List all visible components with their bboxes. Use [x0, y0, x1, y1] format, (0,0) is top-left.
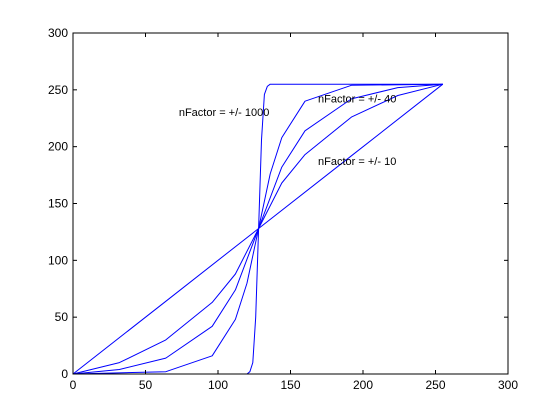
x-tick-label: 200	[353, 378, 373, 392]
annotation-layer: nFactor = +/- 1000 nFactor = +/- 40 nFacto…	[179, 93, 396, 168]
y-tick-label: 250	[48, 83, 68, 97]
annotation-label: nFactor = +/- 1000	[179, 107, 270, 119]
annotation-label: nFactor = +/- 40	[318, 93, 396, 105]
annotation-label: nFactor = +/- 10	[318, 156, 396, 168]
x-tick-label: 0	[70, 378, 77, 392]
series-line-5	[73, 83, 443, 375]
y-tick-label: 300	[48, 26, 68, 40]
y-tick-label: 50	[55, 310, 69, 324]
x-tick-label: 100	[208, 378, 228, 392]
x-tick-label: 250	[425, 378, 445, 392]
y-tick-label: 150	[48, 197, 68, 211]
y-tick-label: 100	[48, 253, 68, 267]
y-tick-label: 0	[61, 367, 68, 381]
x-tick-label: 300	[498, 378, 518, 392]
y-tick-label: 200	[48, 140, 68, 154]
axes-layer: 0 50 100 150 200 250 300 0 50 100 150 200 250 300	[48, 26, 518, 392]
series-layer	[72, 83, 444, 375]
x-tick-label: 150	[280, 378, 300, 392]
x-tick-label: 50	[139, 378, 153, 392]
